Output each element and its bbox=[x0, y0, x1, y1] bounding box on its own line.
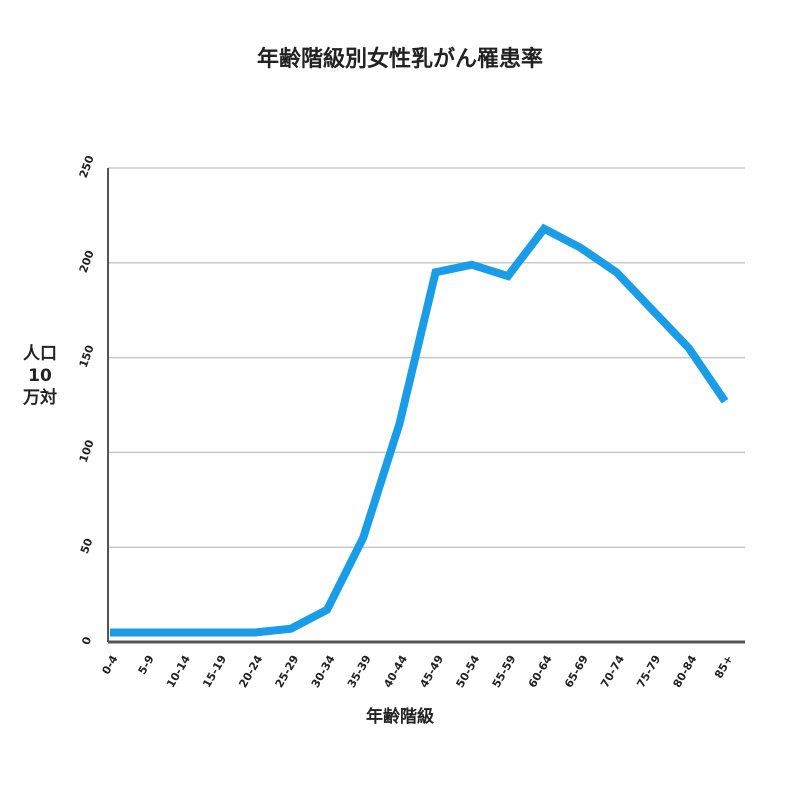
y-tick-label: 150 bbox=[77, 343, 97, 369]
x-tick-label: 65-69 bbox=[562, 653, 591, 690]
y-tick-label: 200 bbox=[77, 248, 97, 274]
x-tick-label: 50-54 bbox=[454, 653, 483, 690]
x-tick-label: 80-84 bbox=[671, 653, 700, 690]
x-tick-label: 15-19 bbox=[200, 653, 229, 690]
y-tick-label: 0 bbox=[79, 635, 94, 647]
data-line bbox=[110, 223, 729, 637]
x-tick-label: 60-64 bbox=[526, 653, 555, 690]
x-tick-label: 30-34 bbox=[309, 653, 338, 690]
x-tick-label: 5-9 bbox=[136, 653, 157, 677]
x-tick-label: 20-24 bbox=[236, 653, 265, 690]
x-tick-label: 40-44 bbox=[381, 653, 410, 690]
x-tick-label: 25-29 bbox=[273, 653, 302, 690]
x-tick-label: 75-79 bbox=[634, 653, 663, 690]
x-tick-label: 10-14 bbox=[164, 653, 193, 690]
x-tick-label: 85+ bbox=[712, 653, 736, 681]
x-tick-label: 55-59 bbox=[490, 653, 519, 690]
x-tick-label: 70-74 bbox=[598, 653, 627, 690]
y-tick-label: 50 bbox=[78, 536, 96, 555]
x-tick-label: 35-39 bbox=[345, 653, 374, 690]
x-tick-label: 45-49 bbox=[417, 653, 446, 690]
x-axis-label: 年齢階級 bbox=[366, 706, 434, 727]
x-tick-label: 0-4 bbox=[99, 653, 120, 677]
y-tick-label: 250 bbox=[77, 153, 97, 179]
y-tick-label: 100 bbox=[77, 438, 97, 464]
y-axis-label: 人口10万対 bbox=[23, 344, 57, 408]
chart-title: 年齢階級別女性乳がん罹患率 bbox=[257, 46, 543, 72]
